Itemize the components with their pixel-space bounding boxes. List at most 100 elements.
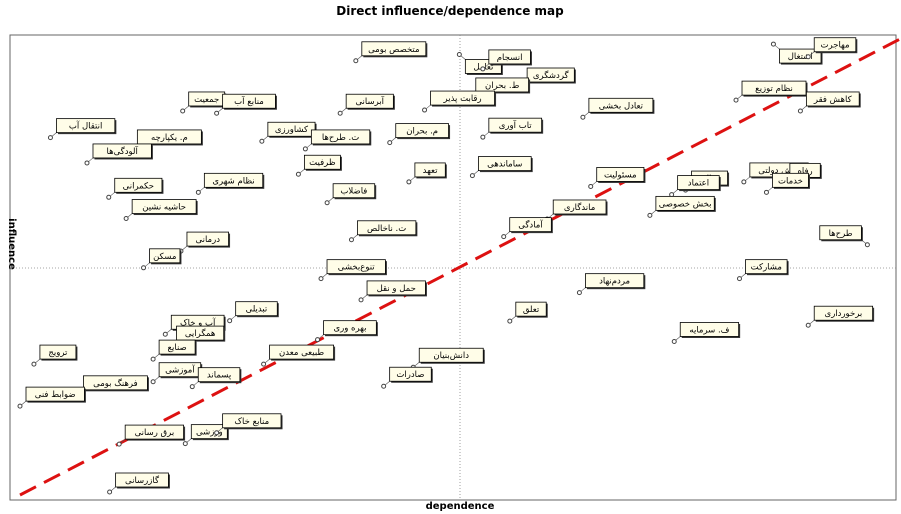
data-point: فاضلاب: [324, 183, 377, 206]
point-marker: [580, 114, 586, 120]
point-label: انسجام: [497, 53, 523, 63]
point-label: تعهد: [423, 166, 438, 176]
point-label: م. بحران: [406, 127, 438, 137]
label-box: [25, 386, 85, 402]
point-label: صادرات: [396, 370, 424, 380]
data-point: فرهنگ بومی: [74, 375, 149, 398]
data-point: حاشیه نشین: [123, 199, 198, 222]
data-point: منابع خاک: [214, 413, 283, 436]
data-point: ط. بحران: [467, 77, 531, 100]
point-marker: [480, 134, 486, 140]
point-label: مسئولیت: [604, 170, 637, 180]
label-box: [588, 97, 654, 113]
point-label: کشاورزی: [275, 125, 309, 135]
point-label: تنوع‌بخشی: [338, 263, 376, 273]
point-marker: [576, 290, 582, 296]
point-marker: [315, 337, 321, 343]
data-point: برق رسانی: [116, 424, 186, 447]
label-box: [267, 121, 316, 137]
data-point: ظرفیت: [295, 154, 342, 177]
point-label: تبدیلی: [246, 305, 268, 315]
point-marker: [864, 242, 870, 248]
data-point: م. بحران: [387, 123, 451, 146]
point-marker: [318, 276, 324, 282]
label-box: [552, 199, 607, 215]
point-marker: [47, 135, 53, 141]
point-marker: [189, 384, 195, 390]
point-marker: [227, 318, 233, 324]
point-marker: [150, 379, 156, 385]
label-box: [310, 129, 371, 145]
data-point: حمل و نقل: [358, 280, 427, 303]
data-point: نظام توزیع: [733, 80, 808, 103]
data-point: پسماند: [189, 367, 242, 390]
data-point: تبدیلی: [227, 301, 279, 324]
point-marker: [214, 430, 220, 436]
point-marker: [295, 171, 301, 177]
diagonal-reference-line: [19, 36, 901, 497]
point-marker: [507, 318, 513, 324]
label-box: [39, 344, 77, 360]
label-box: [745, 259, 788, 275]
data-point: ت. ناخالص: [348, 220, 418, 243]
label-box: [819, 225, 862, 241]
points-layer: متخصص بومیتعاملانسجامگردشگریط. بحراناشتغ…: [17, 37, 875, 495]
point-marker: [31, 361, 37, 367]
label-box: [585, 273, 645, 289]
label-box: [124, 424, 184, 440]
data-point: تعادل بخشی: [580, 97, 655, 120]
data-point: ترویج: [31, 344, 78, 367]
point-marker: [588, 183, 594, 189]
data-point: ورزشی: [182, 424, 229, 447]
point-label: طرح‌ها: [829, 229, 853, 239]
label-box: [677, 175, 720, 190]
data-point: بهره وری: [315, 320, 378, 343]
data-point: جمعیت: [180, 91, 227, 114]
data-point: ضوابط فنی: [17, 386, 86, 409]
data-point: منابع آب: [214, 93, 277, 116]
data-point: تنوع‌بخشی: [318, 259, 387, 282]
data-point: خدمات: [763, 172, 810, 195]
point-marker: [736, 276, 742, 282]
data-point: ماندگاری: [544, 199, 608, 222]
data-point: اشتغال: [770, 41, 823, 65]
point-label: آلودگی‌ها: [107, 145, 139, 157]
data-point: ساماندهی: [469, 156, 533, 179]
data-point: صادرات: [381, 366, 433, 389]
data-point: رقابت پذیر: [422, 90, 497, 113]
y-axis-label: influence: [6, 218, 17, 270]
label-box: [395, 123, 449, 139]
label-box: [779, 48, 822, 64]
data-point: دانش‌بنیان: [410, 347, 485, 370]
data-point: م. یکپارچه: [128, 129, 203, 152]
point-marker: [353, 58, 359, 64]
point-marker: [261, 361, 267, 367]
point-marker: [195, 189, 201, 195]
point-label: نظام شهری: [212, 176, 254, 186]
data-point: درمانی: [178, 231, 231, 254]
point-marker: [387, 140, 393, 146]
point-label: حمل و نقل: [377, 284, 416, 294]
data-point: انتقال آب: [47, 118, 117, 141]
label-box: [114, 177, 163, 193]
point-label: رفاه: [797, 166, 812, 176]
point-marker: [259, 138, 265, 144]
label-box: [515, 301, 547, 317]
label-box: [158, 339, 196, 355]
point-label: ظرفیت: [309, 158, 336, 168]
label-box: [323, 320, 377, 336]
chart-title: Direct influence/dependence map: [336, 4, 564, 18]
point-label: ورزشی: [196, 428, 223, 438]
label-box: [475, 77, 529, 93]
label-box: [813, 37, 857, 53]
point-label: دانش‌بنیان: [433, 351, 469, 361]
label-box: [197, 367, 241, 383]
label-box: [136, 129, 202, 145]
point-marker: [302, 146, 308, 152]
data-point: کشاورزی: [259, 121, 317, 144]
point-marker: [422, 107, 428, 113]
point-label: منابع خاک: [234, 417, 269, 427]
x-axis-label: dependence: [426, 501, 495, 512]
label-box: [186, 231, 229, 247]
label-box: [596, 167, 645, 182]
